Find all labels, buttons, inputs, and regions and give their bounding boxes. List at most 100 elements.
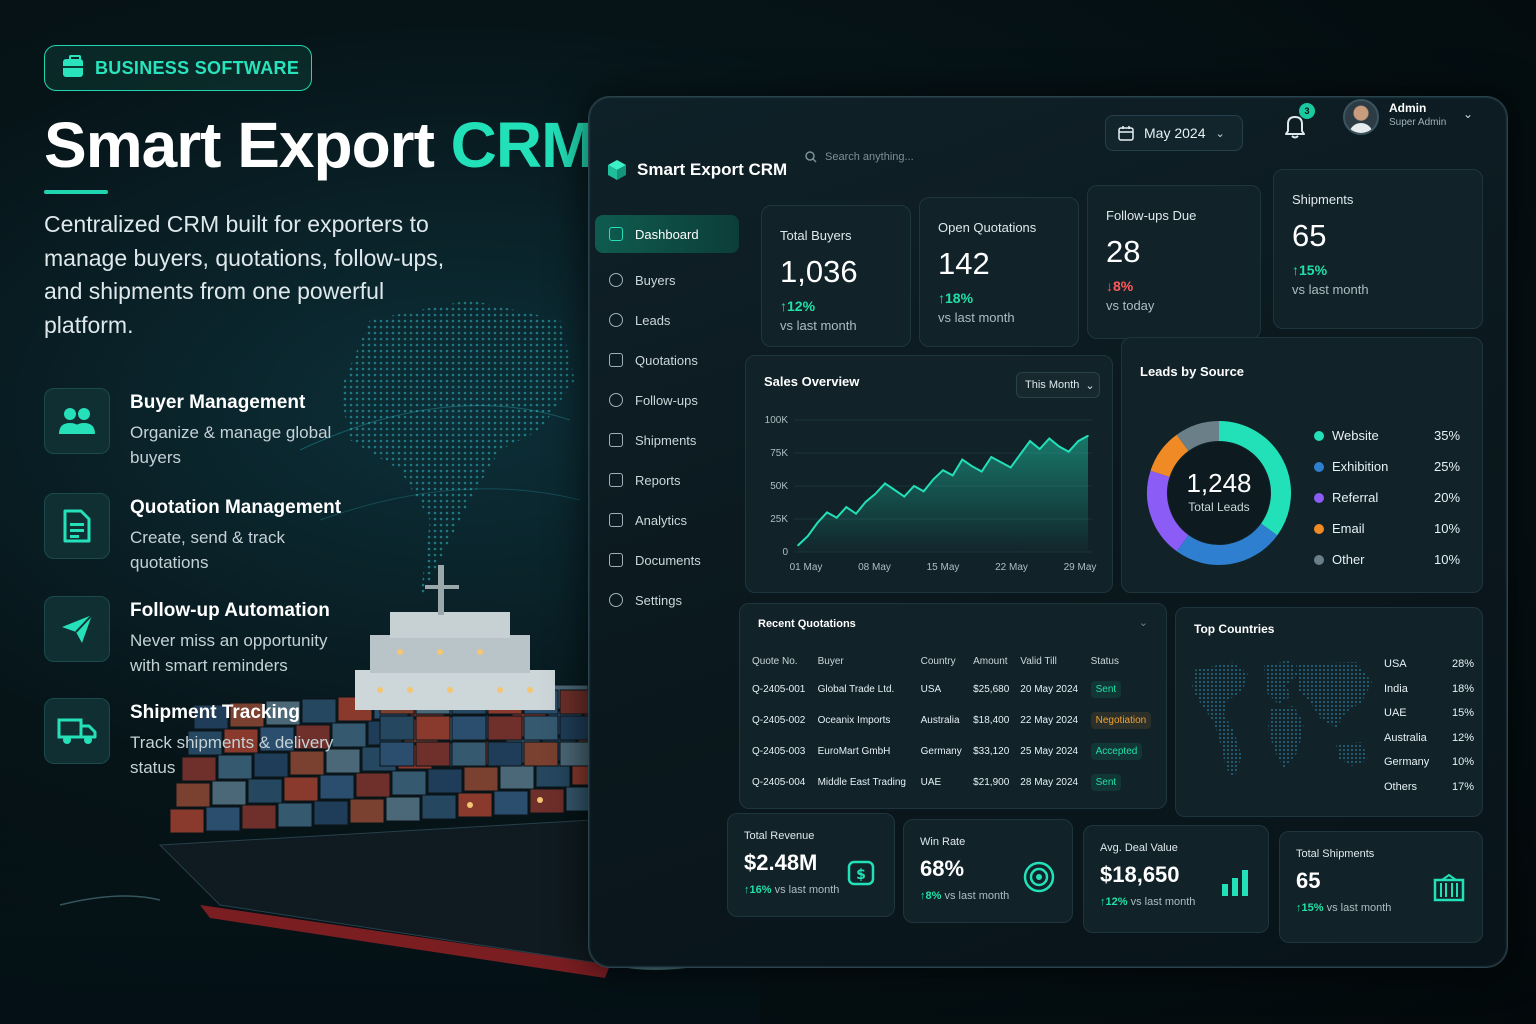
column-header[interactable]: Status (1090, 655, 1119, 667)
avatar[interactable] (1343, 99, 1379, 135)
user-name[interactable]: Admin (1389, 101, 1427, 115)
country-name: UAE (1384, 707, 1407, 719)
sales-point (797, 544, 799, 547)
column-header[interactable]: Country (920, 655, 956, 667)
kpi-follow-ups-due[interactable]: Follow-ups Due 28 ↓8% vs today (1087, 185, 1261, 339)
clock-icon (609, 393, 623, 407)
legend-dot (1314, 493, 1324, 503)
cargo-container (175, 782, 211, 808)
table-row[interactable]: Q-2405-003 EuroMart GmbH Germany $33,120 25 … (748, 736, 1160, 767)
column-header[interactable]: Buyer (817, 655, 844, 667)
bell-icon[interactable] (1283, 113, 1307, 139)
country-name: India (1384, 682, 1408, 695)
kpi-delta: ↑18% (938, 290, 974, 306)
y-tick-label: 50K (770, 481, 788, 492)
x-tick-label: 22 May (995, 562, 1028, 573)
stat-delta-value: 16% (749, 884, 772, 896)
feature-desc: Never miss an opportunity with smart rem… (130, 631, 328, 675)
column-header[interactable]: Valid Till (1020, 655, 1057, 667)
sidebar-item-documents[interactable]: Documents (595, 541, 739, 579)
sales-point (806, 535, 809, 537)
sidebar-item-quotations[interactable]: Quotations (595, 341, 739, 379)
legend-dot (1314, 431, 1324, 441)
sidebar-item-buyers[interactable]: Buyers (595, 261, 739, 299)
quotations-table: Quote No. Buyer Country Amount Valid Till Sta… (748, 648, 1160, 798)
cube-logo-icon (608, 160, 626, 180)
feature-title: Follow-up Automation (130, 600, 330, 621)
sales-point (1038, 448, 1041, 450)
stat-label: Win Rate (920, 836, 966, 848)
cargo-container (499, 764, 535, 790)
card-title: Top Countries (1194, 622, 1275, 636)
stat-label: Avg. Deal Value (1100, 842, 1178, 854)
stat-value: 68% (920, 856, 965, 881)
cargo-container (487, 715, 523, 741)
legend-label: Referral (1332, 490, 1379, 505)
stat-value: $18,650 (1100, 862, 1180, 887)
card-title: Recent Quotations (758, 618, 856, 630)
sidebar-item-settings[interactable]: Settings (595, 581, 739, 619)
table-row[interactable]: Q-2405-001 Global Trade Ltd. USA $25,680 20 … (748, 674, 1160, 705)
y-tick-label: 75K (770, 448, 788, 459)
table-row[interactable]: Q-2405-002 Oceanix Imports Australia $18,40… (748, 705, 1160, 736)
table-cell-status: Sent (1087, 767, 1160, 798)
column-header[interactable]: Amount (973, 655, 1008, 667)
sidebar-item-leads[interactable]: Leads (595, 301, 739, 339)
country-share: 17% (1451, 780, 1474, 793)
feature-title: Quotation Management (130, 497, 342, 518)
table-cell-amount: $25,680 (973, 684, 1010, 695)
hero-title-main: Smart Export (44, 109, 451, 181)
table-cell-buyer: Global Trade Ltd. (817, 684, 895, 695)
sidebar-item-shipments[interactable]: Shipments (595, 421, 739, 459)
period-filter-dropdown[interactable]: This Month ⌄ (1016, 372, 1100, 398)
user-menu-chevron-icon[interactable]: ⌄ (1463, 107, 1474, 121)
chevron-down-icon[interactable]: ⌄ (1138, 617, 1148, 629)
sidebar-item-analytics[interactable]: Analytics (595, 501, 739, 539)
stat-delta: ↑8% vs last month (920, 890, 1010, 902)
app-brand[interactable]: Smart Export CRM (607, 159, 787, 181)
column-header[interactable]: Quote No. (752, 655, 798, 667)
kpi-shipments[interactable]: Shipments 65 ↑15% vs last month (1273, 169, 1483, 329)
sales-point (884, 482, 886, 485)
kpi-label: Open Quotations (938, 220, 1037, 235)
feature-title: Buyer Management (130, 392, 306, 413)
cargo-container (427, 768, 463, 794)
stat-avg-deal-value[interactable]: Avg. Deal Value $18,650 ↑12% vs last mon… (1083, 825, 1269, 933)
cargo-container (457, 792, 493, 818)
table-row[interactable]: Q-2405-004 Middle East Trading UAE $21,900 2… (748, 767, 1160, 798)
sales-point (1048, 437, 1051, 440)
sidebar-item-dashboard[interactable]: Dashboard (595, 215, 739, 253)
search-icon (805, 151, 817, 163)
top-countries-card: Top Countries USA 28% India 18% UAE 15% Austra… (1175, 607, 1483, 817)
user-icon (609, 273, 623, 287)
kpi-open-quotations[interactable]: Open Quotations 142 ↑18% vs last month (919, 197, 1079, 347)
kpi-delta: ↑15% (1292, 262, 1328, 278)
date-filter-dropdown[interactable]: May 2024 ⌄ (1105, 115, 1243, 151)
country-row: Germany 10% (1384, 756, 1474, 774)
stat-total-shipments[interactable]: Total Shipments 65 ↑15% vs last month (1279, 831, 1483, 943)
cargo-container (421, 794, 457, 820)
sales-point (922, 490, 925, 493)
sales-point (1000, 461, 1002, 464)
stat-total-revenue[interactable]: Total Revenue $2.48M ↑16% vs last month … (727, 813, 895, 917)
sidebar-item-reports[interactable]: Reports (595, 461, 739, 499)
report-icon (609, 473, 623, 487)
stat-delta: ↑16% vs last month (744, 884, 840, 896)
sidebar-item-follow-ups[interactable]: Follow-ups (595, 381, 739, 419)
cargo-container (241, 804, 277, 830)
truck-icon (44, 698, 110, 764)
kpi-label: Shipments (1292, 192, 1354, 207)
users-icon (44, 388, 110, 454)
date-filter-value: May 2024 (1144, 125, 1206, 141)
sales-area-chart: 0 25K 50K 75K 100K 01 May 08 May 15 May 22 May 29… (765, 415, 1097, 573)
dashboard-window: Smart Export CRM Search anything... May … (588, 96, 1508, 968)
search-input[interactable]: Search anything... (805, 151, 914, 163)
kpi-value: 142 (938, 246, 990, 281)
cargo-container (289, 750, 325, 776)
sidebar-item-label: Leads (635, 312, 671, 328)
stat-win-rate[interactable]: Win Rate 68% ↑8% vs last month (903, 819, 1073, 923)
donut-slice-exhibition (1176, 523, 1278, 565)
kpi-total-buyers[interactable]: Total Buyers 1,036 ↑12% vs last month (761, 205, 911, 347)
sales-point (961, 458, 964, 461)
table-cell-valid: 22 May 2024 (1020, 715, 1079, 726)
